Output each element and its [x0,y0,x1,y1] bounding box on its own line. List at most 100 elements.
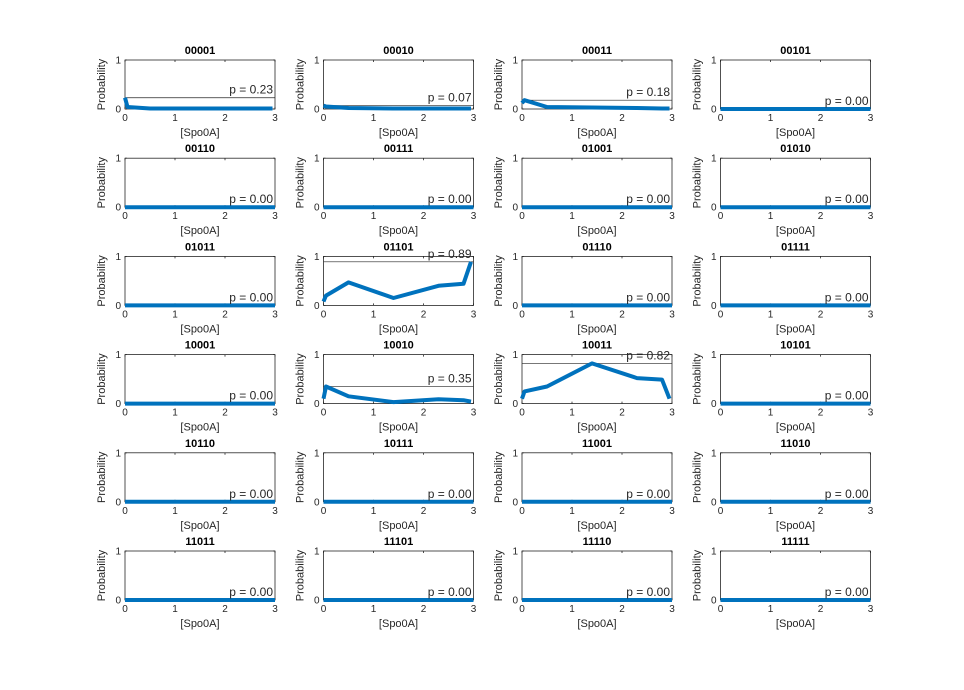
y-axis-label: Probability [493,451,505,503]
y-axis-label: Probability [96,549,108,601]
x-tick-label: 3 [669,604,675,615]
y-tick-label: 1 [711,252,717,263]
subplot-title: 01001 [582,143,613,155]
x-tick-label: 2 [421,506,427,517]
y-tick-label: 0 [711,301,717,312]
x-tick-label: 1 [768,408,774,419]
axes-box [124,59,276,110]
x-tick-label: 1 [768,211,774,222]
subplot-10010: 0 1 2 3 0 1 p = 0.35 10010 [Spo0A] Probability [295,340,477,434]
x-tick-label: 3 [669,113,675,124]
probability-annotation: p = 0.00 [825,290,869,304]
x-tick-label: 1 [371,408,377,419]
y-tick-label: 1 [115,154,121,165]
y-axis-label: Probability [692,58,704,110]
y-tick-label: 1 [314,350,320,361]
x-tick-label: 0 [718,113,724,124]
x-tick-label: 3 [471,211,477,222]
x-tick-label: 1 [569,113,575,124]
subplot-title: 11110 [583,536,612,548]
y-axis-label: Probability [493,255,505,307]
x-tick-label: 0 [718,211,724,222]
y-tick-label: 1 [314,154,320,165]
probability-annotation: p = 0.00 [229,585,273,599]
y-tick-label: 1 [314,56,320,67]
x-axis-label: [Spo0A] [180,323,219,335]
probability-annotation: p = 0.00 [428,192,472,206]
y-axis-label: Probability [692,255,704,307]
x-tick-label: 3 [868,309,874,320]
probability-annotation: p = 0.00 [229,290,273,304]
x-tick-label: 2 [222,506,228,517]
subplot-10011: 0 1 2 3 0 1 p = 0.82 10011 [Spo0A] Probability [493,340,675,434]
subplot-title: 10110 [185,438,215,450]
y-tick-label: 1 [115,547,121,558]
subplot-11011: 0 1 2 3 0 1 p = 0.00 11011 [Spo0A] Probability [96,536,278,630]
y-tick-label: 0 [711,105,717,116]
x-tick-label: 1 [172,309,178,320]
y-tick-label: 0 [711,399,717,410]
subplot-title: 00110 [185,143,215,155]
x-tick-label: 3 [868,408,874,419]
x-tick-label: 1 [569,506,575,517]
x-tick-label: 0 [321,604,327,615]
x-axis-label: [Spo0A] [577,422,616,434]
x-tick-label: 1 [768,113,774,124]
x-tick-label: 0 [122,408,128,419]
x-tick-label: 2 [619,211,625,222]
x-tick-label: 3 [272,113,278,124]
y-tick-label: 0 [115,596,121,607]
subplot-01001: 0 1 2 3 0 1 p = 0.00 01001 [Spo0A] Probability [493,143,675,237]
subplot-00101: 0 1 2 3 0 1 p = 0.00 00101 [Spo0A] Probability [692,45,874,139]
y-axis-label: Probability [493,157,505,209]
y-axis-label: Probability [692,157,704,209]
x-tick-label: 2 [818,211,824,222]
x-axis-label: [Spo0A] [776,323,815,335]
y-axis-label: Probability [295,157,307,209]
x-tick-label: 0 [519,408,525,419]
x-tick-label: 0 [519,211,525,222]
y-tick-label: 0 [115,105,121,116]
y-axis-label: Probability [493,58,505,110]
probability-annotation: p = 0.00 [626,487,670,501]
y-tick-label: 0 [512,301,518,312]
x-tick-label: 0 [519,309,525,320]
probability-annotation: p = 0.00 [626,192,670,206]
axes-box [521,452,673,503]
x-axis-label: [Spo0A] [180,422,219,434]
y-axis-label: Probability [96,58,108,110]
axes-box [720,157,871,208]
x-tick-label: 2 [619,604,625,615]
x-tick-label: 3 [471,604,477,615]
y-axis-label: Probability [692,451,704,503]
y-tick-label: 1 [512,547,518,558]
probability-annotation: p = 0.00 [626,290,670,304]
subplot-title: 11010 [781,438,811,450]
x-tick-label: 1 [569,408,575,419]
x-tick-label: 0 [122,113,128,124]
y-axis-label: Probability [493,549,505,601]
x-tick-label: 3 [471,408,477,419]
y-tick-label: 1 [115,448,121,459]
axes-box [323,452,474,503]
x-tick-label: 3 [272,309,278,320]
x-axis-label: [Spo0A] [379,225,418,237]
x-tick-label: 0 [122,309,128,320]
x-tick-label: 0 [321,506,327,517]
subplot-11010: 0 1 2 3 0 1 p = 0.00 11010 [Spo0A] Probability [692,438,874,532]
x-tick-label: 1 [569,211,575,222]
probability-annotation: p = 0.00 [825,94,869,108]
y-tick-label: 0 [512,399,518,410]
y-tick-label: 1 [115,56,121,67]
x-tick-label: 3 [272,211,278,222]
y-tick-label: 1 [512,350,518,361]
x-tick-label: 1 [371,113,377,124]
x-tick-label: 2 [222,211,228,222]
x-axis-label: [Spo0A] [379,127,418,139]
x-tick-label: 3 [868,113,874,124]
y-tick-label: 0 [115,203,121,214]
subplot-00011: 0 1 2 3 0 1 p = 0.18 00011 [Spo0A] Probability [493,45,675,139]
subplot-11001: 0 1 2 3 0 1 p = 0.00 11001 [Spo0A] Probability [493,438,675,532]
x-tick-label: 2 [818,506,824,517]
x-axis-label: [Spo0A] [379,618,418,630]
